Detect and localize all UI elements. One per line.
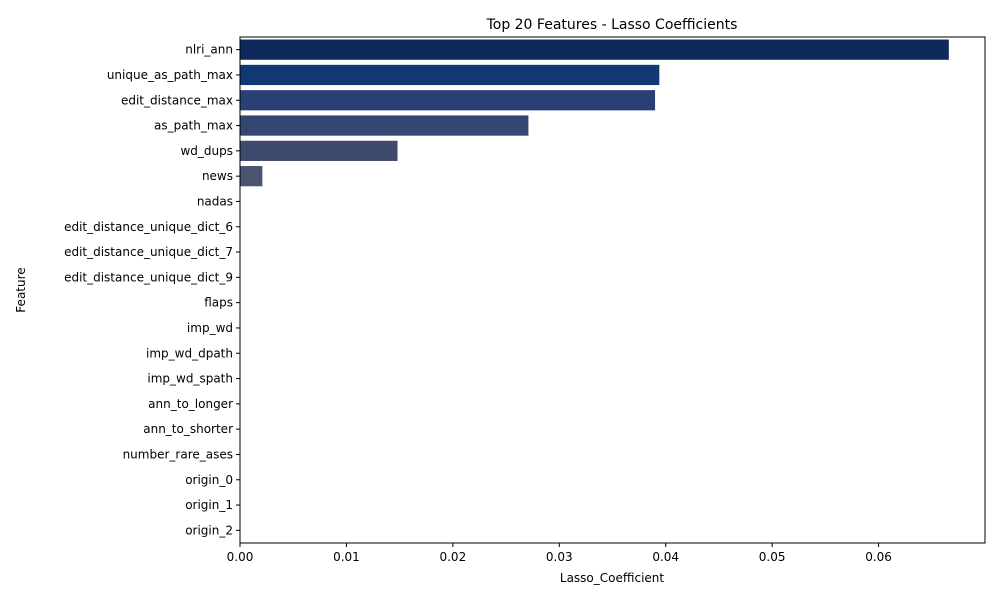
plot-frame: [239, 36, 986, 544]
y-tick-label: ann_to_shorter: [143, 422, 233, 436]
bar-as-path-max: [240, 115, 529, 136]
y-tick-label: nlri_ann: [185, 43, 233, 57]
y-tick-label: edit_distance_unique_dict_7: [64, 245, 233, 259]
y-tick-label: imp_wd: [187, 321, 233, 335]
x-axis-ticks: 0.00 0.01 0.02 0.03 0.04 0.05 0.06: [227, 543, 892, 564]
x-axis-title: Lasso_Coefficient: [560, 571, 665, 585]
y-tick-label: edit_distance_max: [121, 93, 233, 107]
y-axis-title: Feature: [14, 267, 28, 312]
bar-nlri-ann: [240, 39, 949, 60]
y-tick-label: wd_dups: [180, 144, 233, 158]
bar-unique-as-path-max: [240, 64, 660, 86]
x-tick-label: 0.06: [865, 550, 892, 564]
axes-spines: [239, 36, 986, 544]
x-tick-label: 0.04: [652, 550, 679, 564]
bar-edit-distance-max: [240, 90, 656, 111]
y-tick-label: origin_1: [185, 498, 233, 512]
y-tick-label: origin_0: [185, 473, 233, 487]
bar-wd-dups: [240, 140, 398, 161]
x-tick-label: 0.03: [546, 550, 573, 564]
y-tick-label: number_rare_ases: [123, 447, 233, 461]
y-tick-label: imp_wd_spath: [147, 372, 233, 386]
y-tick-label: edit_distance_unique_dict_6: [64, 220, 233, 234]
y-tick-label: unique_as_path_max: [107, 68, 233, 82]
y-tick-label: flaps: [204, 296, 233, 310]
y-tick-label: news: [202, 169, 233, 183]
x-tick-label: 0.05: [759, 550, 786, 564]
x-tick-label: 0.02: [439, 550, 466, 564]
y-tick-label: edit_distance_unique_dict_9: [64, 270, 233, 284]
x-tick-label: 0.00: [227, 550, 254, 564]
y-tick-label: nadas: [197, 194, 233, 208]
y-tick-label: imp_wd_dpath: [146, 346, 233, 360]
y-tick-label: origin_2: [185, 523, 233, 537]
bar-news: [240, 166, 263, 187]
y-axis-ticks: nlri_ann unique_as_path_max edit_distance_…: [64, 43, 240, 537]
bars-group: [240, 39, 949, 187]
y-tick-label: ann_to_longer: [148, 397, 233, 411]
y-tick-label: as_path_max: [154, 119, 233, 133]
x-tick-label: 0.01: [333, 550, 360, 564]
chart-title: Top 20 Features - Lasso Coefficients: [486, 17, 738, 33]
